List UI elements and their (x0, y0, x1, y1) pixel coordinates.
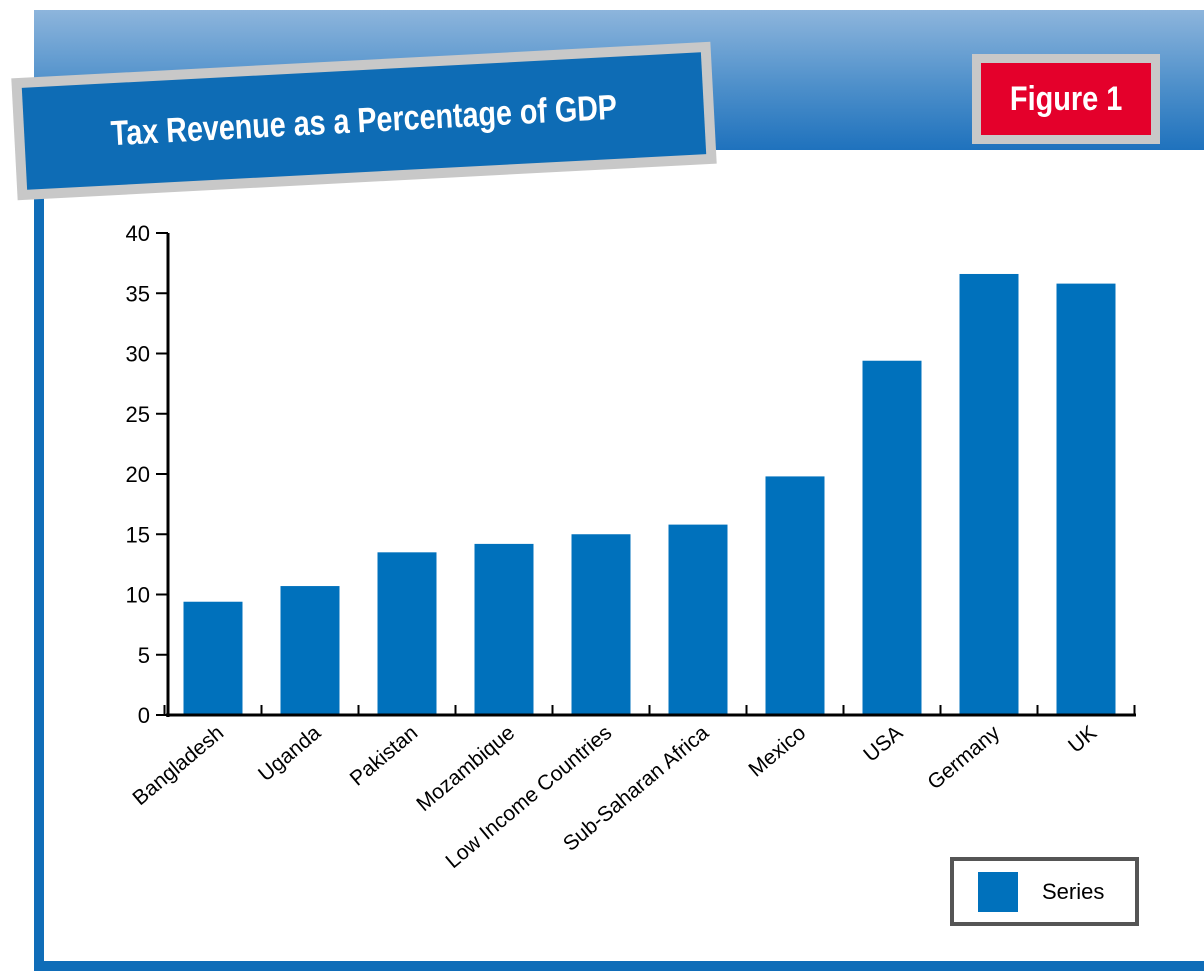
bar (183, 601, 243, 715)
bar (280, 586, 340, 715)
x-tick-label: USA (859, 721, 907, 766)
y-tick-label: 35 (126, 281, 150, 306)
bar (765, 476, 825, 715)
x-tick-label: Uganda (254, 721, 325, 786)
bar (1056, 283, 1116, 715)
frame-border-left (34, 150, 44, 971)
x-tick-label: Mexico (744, 721, 810, 781)
legend-swatch (978, 871, 1018, 912)
figure-badge: Figure 1 (972, 54, 1160, 144)
bar (862, 360, 922, 715)
bar (377, 552, 437, 715)
bar (668, 524, 728, 715)
x-tick-label: Germany (923, 721, 1004, 794)
y-tick-label: 5 (138, 643, 150, 668)
bar (571, 534, 631, 715)
bar (474, 543, 534, 715)
chart-title: Tax Revenue as a Percentage of GDP (109, 87, 619, 154)
y-tick-label: 10 (126, 583, 150, 608)
x-tick-label: Low Income Countries (441, 721, 616, 873)
legend: Series (950, 857, 1139, 926)
frame-border-bottom (34, 961, 1204, 971)
figure-label: Figure 1 (1009, 79, 1123, 118)
legend-label: Series (1042, 878, 1105, 904)
x-tick-label: Mozambique (412, 721, 519, 816)
x-tick-label: Bangladesh (128, 721, 228, 810)
y-tick-label: 40 (126, 221, 150, 246)
y-tick-label: 15 (126, 522, 150, 547)
y-tick-label: 20 (126, 462, 150, 487)
x-tick-label: UK (1064, 721, 1101, 757)
y-tick-label: 0 (138, 703, 150, 728)
bar (959, 273, 1019, 715)
y-tick-label: 25 (126, 402, 150, 427)
x-tick-label: Pakistan (346, 721, 422, 790)
y-tick-label: 30 (126, 342, 150, 367)
